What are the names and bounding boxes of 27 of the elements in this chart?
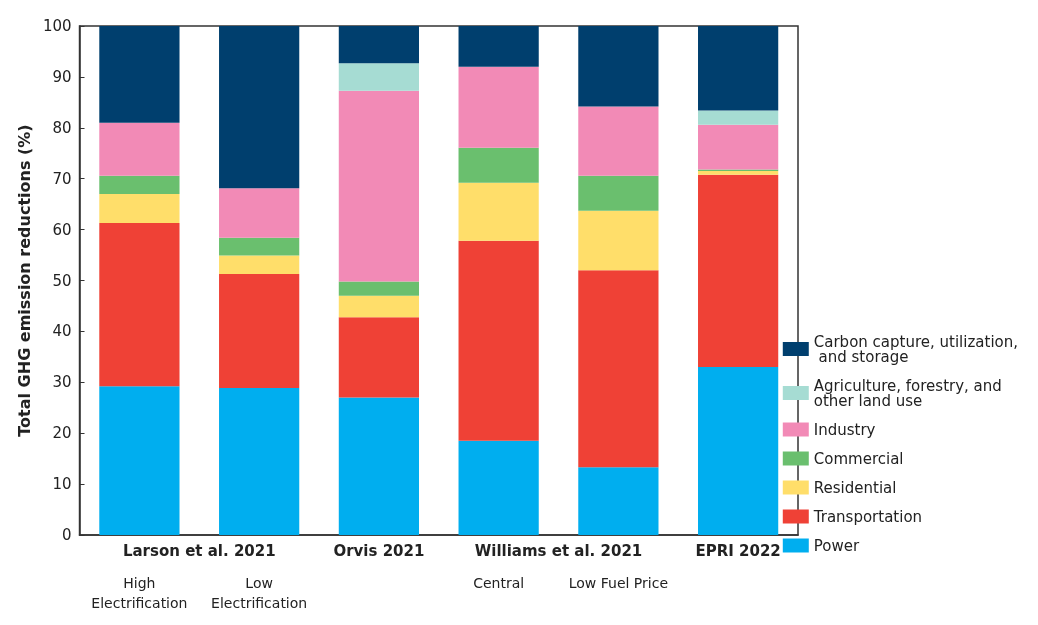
y-tick-label: 100: [42, 17, 72, 35]
text: Williams et al. 2021: [474, 541, 643, 560]
legend-label: Commercial: [813, 449, 904, 468]
y-tick-label: 90: [52, 67, 72, 86]
x-tick-label: High Electrification: [91, 575, 188, 611]
legend-label: Carbon capture, utilization, and storage: [813, 332, 1018, 366]
y-axis-title: Total GHG emission reductions (%): [14, 124, 34, 437]
y-tick-label: 0: [61, 526, 72, 544]
legend-label: Power: [813, 536, 860, 555]
y-tick-label: 70: [52, 169, 72, 188]
legend-label: Residential: [813, 478, 897, 497]
y-tick-label: 20: [52, 424, 72, 443]
x-tick-label: Low Fuel Price: [568, 575, 669, 591]
y-tick-label: 30: [52, 373, 72, 392]
legend-label: Industry: [813, 420, 876, 439]
x-tick-label: Low Electrification: [211, 575, 308, 611]
text: Larson et al. 2021: [122, 541, 276, 560]
legend-label: Agriculture, forestry, and other land use: [813, 376, 1007, 410]
y-tick-label: 80: [52, 118, 72, 137]
y-tick-label: 10: [52, 475, 72, 494]
y-tick-label: 40: [52, 322, 72, 341]
text: Orvis 2021: [333, 541, 425, 560]
text: EPRI 2022: [695, 541, 781, 560]
x-tick-label: Central: [473, 575, 525, 591]
legend-label: Transportation: [812, 507, 923, 526]
y-tick-label: 60: [52, 220, 72, 239]
y-tick-label: 50: [52, 271, 72, 290]
